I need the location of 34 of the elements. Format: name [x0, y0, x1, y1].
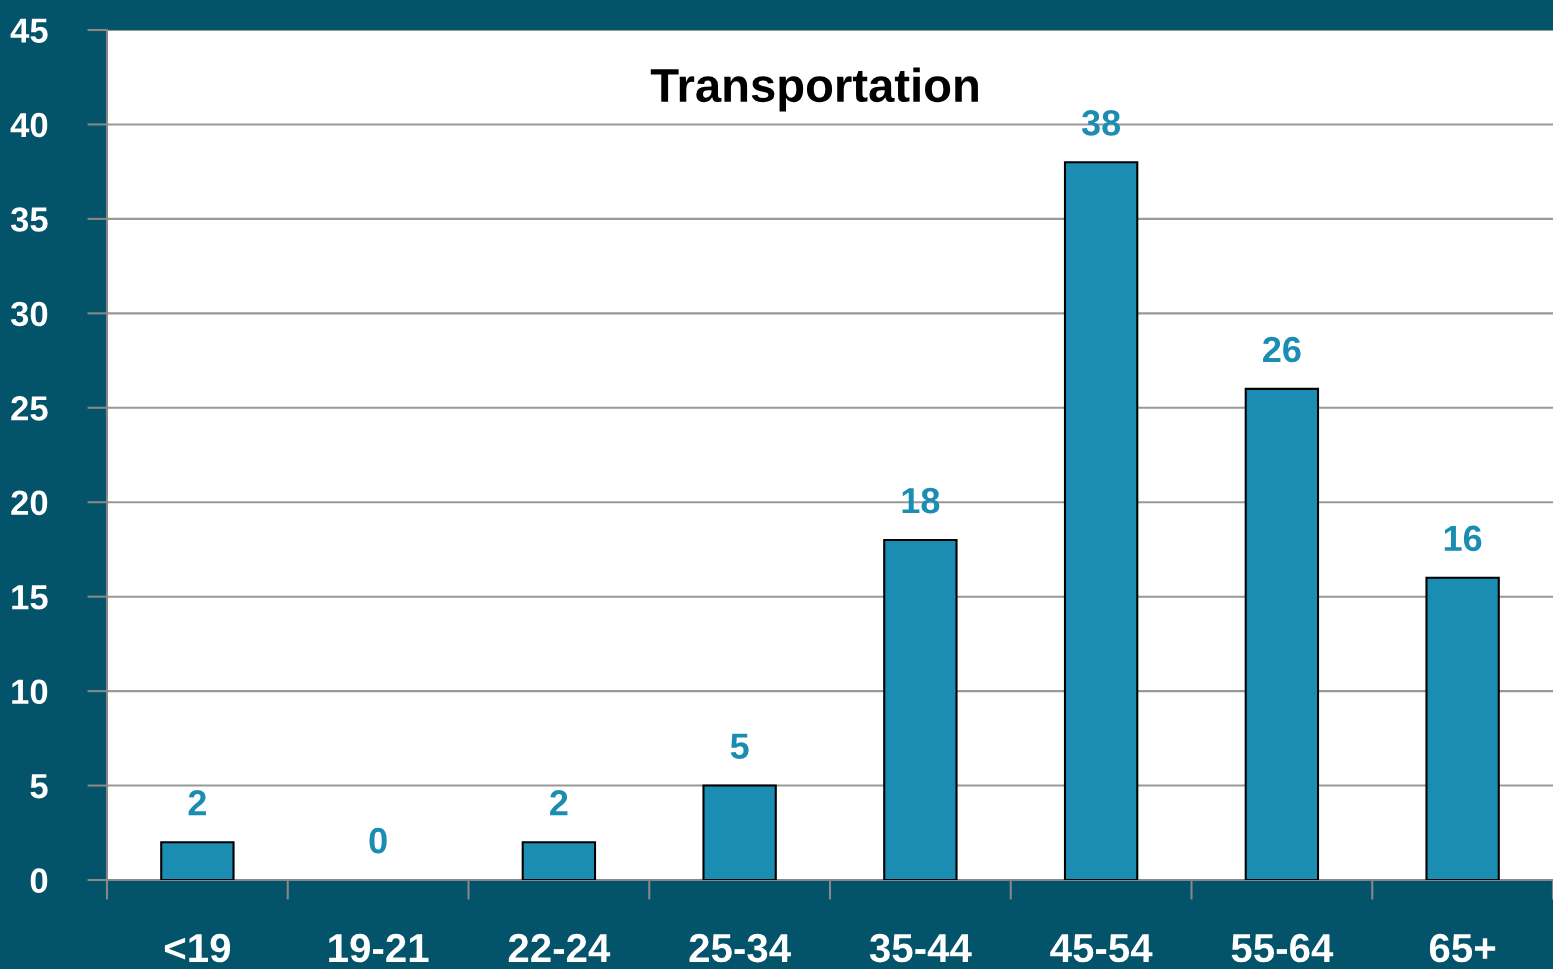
bar: [160, 841, 235, 880]
data-label: 5: [730, 733, 749, 759]
y-tick-label: 10: [12, 679, 48, 705]
y-tick-label: 25: [11, 396, 48, 421]
bar: [1063, 161, 1139, 880]
x-tick-label: 65+: [1429, 933, 1496, 963]
data-label: 2: [188, 790, 206, 816]
y-tick-label: 35: [10, 207, 48, 232]
x-tick-label: 19-21: [329, 933, 429, 963]
data-label: 26: [1263, 336, 1301, 363]
y-tick-label: 5: [30, 774, 48, 799]
y-tick-label: 30: [10, 301, 48, 327]
bar: [702, 784, 777, 880]
x-tick-label: 45-54: [1050, 934, 1153, 963]
x-tick-label: 35-44: [869, 933, 972, 963]
x-tick-label: 25-34: [689, 933, 791, 963]
data-label: 18: [902, 487, 940, 514]
bar: [1425, 576, 1500, 880]
x-tick-label: 22-24: [508, 933, 611, 962]
data-label: 16: [1444, 525, 1482, 552]
bar: [883, 538, 958, 880]
y-tick-label: 0: [30, 868, 48, 893]
text: Transportation: [650, 67, 978, 112]
bar: [1244, 387, 1320, 880]
bar: [521, 841, 597, 880]
y-tick-label: 40: [10, 112, 48, 138]
data-label: 2: [550, 790, 568, 816]
y-tick-label: 20: [11, 490, 48, 516]
x-tick-label: <19: [164, 933, 231, 963]
x-tick-label: 55-64: [1231, 933, 1334, 963]
data-label: 38: [1081, 110, 1121, 136]
y-tick-label: 15: [12, 585, 48, 610]
data-label: 0: [369, 827, 387, 854]
y-tick-label: 45: [10, 18, 48, 43]
